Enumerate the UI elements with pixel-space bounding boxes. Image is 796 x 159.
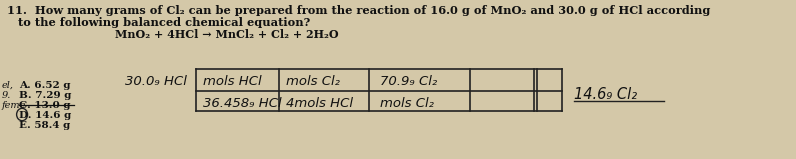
Text: 4mols HCl: 4mols HCl bbox=[287, 97, 353, 110]
Text: 70.9₉ Cl₂: 70.9₉ Cl₂ bbox=[380, 75, 437, 88]
Text: E. 58.4 g: E. 58.4 g bbox=[19, 121, 71, 130]
Text: feme: feme bbox=[2, 101, 26, 110]
Text: D. 14.6 g: D. 14.6 g bbox=[19, 111, 72, 120]
Text: MnO₂ + 4HCl → MnCl₂ + Cl₂ + 2H₂O: MnO₂ + 4HCl → MnCl₂ + Cl₂ + 2H₂O bbox=[115, 29, 338, 40]
Text: 36.458₉ HCl: 36.458₉ HCl bbox=[203, 97, 282, 110]
Text: 30.0₉ HCl: 30.0₉ HCl bbox=[126, 75, 187, 88]
Text: 14.6₉ Cl₂: 14.6₉ Cl₂ bbox=[575, 87, 638, 102]
Text: el,: el, bbox=[2, 81, 14, 90]
Text: B. 7.29 g: B. 7.29 g bbox=[19, 91, 72, 100]
Text: C. 13.0 g: C. 13.0 g bbox=[19, 101, 71, 110]
Text: 11.  How many grams of Cl₂ can be prepared from the reaction of 16.0 g of MnO₂ a: 11. How many grams of Cl₂ can be prepare… bbox=[7, 5, 711, 16]
Text: mols Cl₂: mols Cl₂ bbox=[380, 97, 434, 110]
Text: to the following balanced chemical equation?: to the following balanced chemical equat… bbox=[18, 17, 310, 28]
Text: A. 6.52 g: A. 6.52 g bbox=[19, 81, 71, 90]
Text: 9.: 9. bbox=[2, 91, 11, 100]
Text: mols Cl₂: mols Cl₂ bbox=[287, 75, 340, 88]
Text: mols HCl: mols HCl bbox=[203, 75, 262, 88]
